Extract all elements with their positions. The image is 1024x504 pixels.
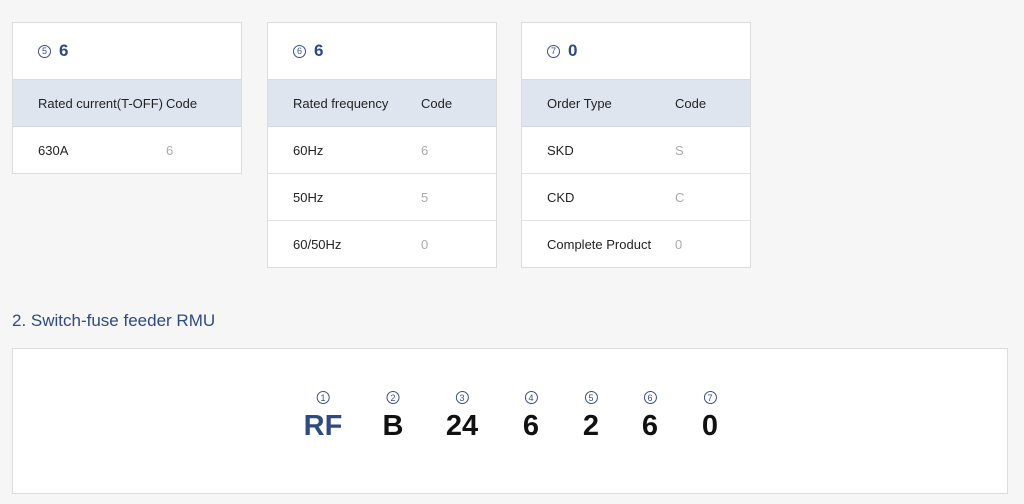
column-header: Rated frequency xyxy=(293,95,389,111)
segment-code: B xyxy=(382,410,404,442)
option-label: 630A xyxy=(38,142,69,158)
option-code: 6 xyxy=(166,142,174,158)
option-label: 60/50Hz xyxy=(293,236,342,252)
option-code: 5 xyxy=(421,189,429,205)
column-header: Rated current(T-OFF) xyxy=(38,95,163,111)
segment-code: 2 xyxy=(582,410,600,442)
position-number-icon: 1 xyxy=(316,391,330,404)
option-label: CKD xyxy=(547,189,575,205)
table-row: SKD S xyxy=(522,127,750,174)
option-code: 0 xyxy=(675,236,683,252)
table-header: Rated frequency Code xyxy=(268,80,496,127)
option-label: SKD xyxy=(547,142,574,158)
code-segment: 1 RF xyxy=(303,391,343,443)
column-header: Order Type xyxy=(547,95,612,111)
table-row: 50Hz 5 xyxy=(268,174,496,221)
position-number-icon: 4 xyxy=(524,391,538,404)
table-row: Complete Product 0 xyxy=(522,221,750,267)
option-label: Complete Product xyxy=(547,236,652,252)
table-row: 60Hz 6 xyxy=(268,127,496,174)
option-label: 60Hz xyxy=(293,142,324,158)
position-number-icon: 5 xyxy=(584,391,598,404)
column-header: Code xyxy=(675,95,707,111)
position-number-icon: 6 xyxy=(643,391,657,404)
code-segment: 3 24 xyxy=(446,391,478,443)
option-code: S xyxy=(675,142,684,158)
selected-code: 0 xyxy=(568,41,578,60)
position-number-icon: 3 xyxy=(455,391,469,404)
segment-code: 6 xyxy=(522,410,540,442)
table-row: 630A 6 xyxy=(13,127,241,173)
column-header: Code xyxy=(421,95,453,111)
table-row: CKD C xyxy=(522,174,750,221)
option-code: 0 xyxy=(421,236,429,252)
position-number-icon: 7 xyxy=(547,44,560,58)
position-number-icon: 7 xyxy=(703,391,717,404)
option-code: C xyxy=(675,189,685,205)
selected-code: 6 xyxy=(59,41,69,60)
section-title: 2. Switch-fuse feeder RMU xyxy=(12,311,216,330)
segment-code: 24 xyxy=(445,410,479,442)
table-header: Rated current(T-OFF) Code xyxy=(13,80,241,127)
segment-code: 0 xyxy=(701,410,719,442)
column-header: Code xyxy=(166,95,198,111)
position-number-icon: 2 xyxy=(386,391,400,404)
position-number-icon: 5 xyxy=(38,44,51,58)
option-label: 50Hz xyxy=(293,189,324,205)
segment-code: 6 xyxy=(641,410,659,442)
table-header: Order Type Code xyxy=(522,80,750,127)
segment-code: RF xyxy=(303,410,343,442)
selected-code: 6 xyxy=(314,41,324,60)
option-code: 6 xyxy=(421,142,429,158)
code-breakdown-box: 1 RF 2 B 3 24 4 6 5 2 6 6 7 0 xyxy=(12,348,1008,494)
table-row: 60/50Hz 0 xyxy=(268,221,496,267)
position-number-icon: 6 xyxy=(293,44,306,58)
